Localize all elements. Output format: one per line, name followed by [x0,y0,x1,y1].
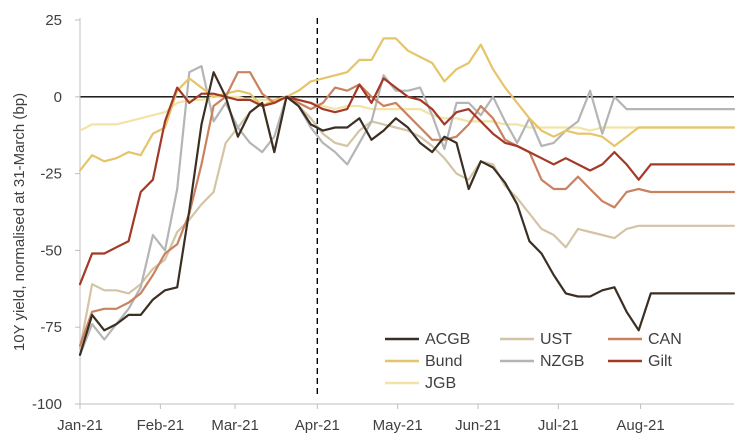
legend-label-ust: UST [540,331,572,348]
y-tick-label: -50 [40,242,62,259]
legend-label-jgb: JGB [425,375,456,392]
y-tick-label: 0 [54,89,62,106]
y-tick-label: -75 [40,319,62,336]
y-axis-title: 10Y yield, normalised at 31-March (bp) [11,93,28,351]
series-line-bund [78,37,736,172]
legend-label-nzgb: NZGB [540,353,584,370]
series-line-gilt [78,77,736,286]
series-line-nzgb [78,64,736,356]
legend-label-gilt: Gilt [648,353,673,370]
series-line-jgb [78,95,736,132]
legend: ACGB UST CAN Bund NZGB Gilt JGB [385,331,682,392]
series-line-ust [78,95,736,350]
x-tick-label: Jul-21 [538,417,579,434]
x-tick-label: Aug-21 [616,417,664,434]
legend-label-can: CAN [648,331,682,348]
y-tick-label: 25 [45,12,62,29]
y-tick-label: -25 [40,166,62,183]
x-tick-label: Jun-21 [455,417,501,434]
y-tick-label: -100 [32,396,62,413]
x-tick-label: May-21 [373,417,423,434]
series-lines [78,37,736,356]
legend-label-bund: Bund [425,353,462,370]
x-tick-label: Apr-21 [295,417,340,434]
series-line-can [78,71,736,347]
x-tick-label: Feb-21 [137,417,185,434]
series-line-acgb [78,71,736,356]
y-axis: 25 0 -25 -50 -75 -100 [32,12,81,413]
x-axis: Jan-21 Feb-21 Mar-21 Apr-21 May-21 Jun-21 Jul-… [57,403,734,434]
legend-label-acgb: ACGB [425,331,470,348]
x-tick-label: Jan-21 [57,417,103,434]
x-tick-label: Mar-21 [211,417,259,434]
